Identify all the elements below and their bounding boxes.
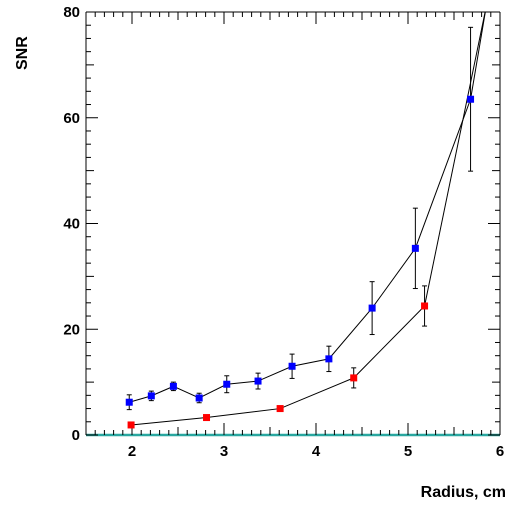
data-point	[421, 302, 429, 310]
data-point	[195, 394, 203, 402]
data-point	[125, 398, 133, 406]
fit-curve-1	[424, 12, 486, 307]
x-tick-label: 5	[404, 443, 412, 460]
x-tick-label: 3	[220, 443, 228, 460]
data-point	[325, 355, 333, 363]
y-tick-label: 0	[72, 427, 80, 444]
data-point	[223, 380, 231, 388]
series-line	[129, 99, 472, 403]
axis-ticks	[85, 11, 501, 436]
x-axis-title: Radius, cm	[421, 484, 506, 501]
data-point	[467, 95, 475, 103]
plot-frame	[85, 11, 501, 435]
y-tick-label: 60	[63, 110, 80, 127]
data-point	[288, 362, 296, 370]
x-tick-label: 6	[496, 443, 504, 460]
data-point	[127, 421, 135, 429]
series-1	[127, 285, 429, 429]
fit-curves	[424, 12, 486, 307]
data-point	[350, 374, 358, 382]
series-0	[125, 26, 475, 411]
y-tick-label: 20	[63, 321, 80, 338]
x-tick-label: 2	[128, 443, 136, 460]
y-axis-title: SNR	[14, 36, 31, 70]
data-point	[368, 304, 376, 312]
data-point	[411, 244, 419, 252]
x-tick-label: 4	[312, 443, 321, 460]
data-point	[276, 405, 284, 413]
data-series	[125, 26, 475, 429]
data-point	[147, 392, 155, 400]
y-tick-label: 80	[63, 4, 80, 21]
fit-curve-0	[470, 12, 486, 100]
y-tick-label: 40	[63, 216, 80, 233]
data-point	[203, 414, 211, 422]
data-point	[169, 382, 177, 390]
data-point	[254, 377, 262, 385]
